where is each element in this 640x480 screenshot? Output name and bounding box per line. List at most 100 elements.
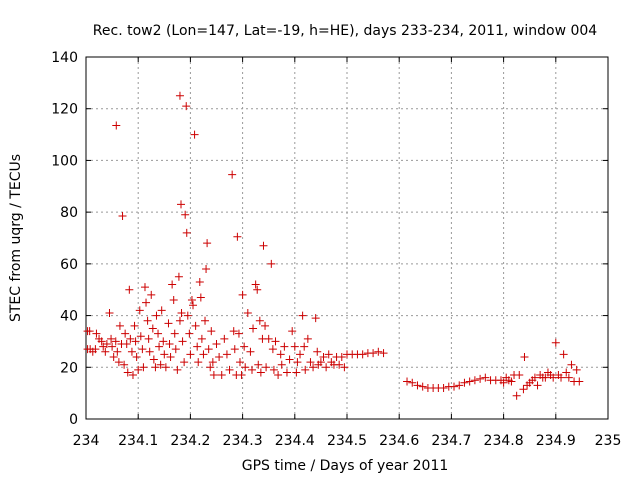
data-point [201, 316, 210, 325]
data-point [285, 355, 294, 364]
data-point [358, 350, 367, 359]
data-point [519, 385, 528, 394]
data-point [207, 327, 216, 336]
data-point [290, 342, 299, 351]
data-point [138, 345, 147, 354]
data-point [439, 383, 448, 392]
data-point [131, 337, 140, 346]
data-point [209, 371, 218, 380]
data-point [149, 355, 158, 364]
data-point [309, 363, 318, 372]
data-point [118, 212, 127, 221]
data-point [465, 377, 474, 386]
y-tick-label: 0 [69, 412, 78, 428]
data-point [530, 373, 539, 382]
data-point [335, 360, 344, 369]
data-point [139, 363, 148, 372]
data-point [135, 306, 144, 315]
x-tick-label: 234.9 [536, 433, 576, 449]
data-point [195, 277, 204, 286]
data-point [249, 324, 258, 333]
x-tick-label: 234.2 [170, 433, 210, 449]
data-point [161, 363, 170, 372]
data-point [113, 347, 122, 356]
data-point [85, 327, 94, 336]
data-point [247, 365, 256, 374]
data-point [171, 345, 180, 354]
data-point [204, 345, 213, 354]
data-point [130, 321, 139, 330]
data-point [199, 350, 208, 359]
data-point [178, 337, 187, 346]
data-point [134, 365, 143, 374]
data-point [112, 121, 121, 130]
data-point [222, 350, 231, 359]
data-point [300, 342, 309, 351]
data-point [175, 316, 184, 325]
y-axis-label: STEC from uqrg / TECUs [8, 154, 24, 322]
data-point [557, 373, 566, 382]
data-point [259, 241, 268, 250]
data-point [379, 349, 388, 358]
data-point [168, 280, 177, 289]
data-point [374, 347, 383, 356]
data-point [170, 329, 179, 338]
x-tick-label: 234.8 [484, 433, 524, 449]
data-point [132, 352, 141, 361]
data-point [261, 321, 270, 330]
data-point [160, 350, 169, 359]
data-point [240, 342, 249, 351]
data-point [269, 365, 278, 374]
data-point [271, 337, 280, 346]
data-point [264, 334, 273, 343]
data-point [108, 342, 117, 351]
data-point [276, 350, 285, 359]
data-point [123, 368, 132, 377]
data-point [147, 290, 156, 299]
data-point [567, 360, 576, 369]
data-point [533, 381, 542, 390]
data-point [114, 358, 123, 367]
data-point [180, 358, 189, 367]
data-point [102, 340, 111, 349]
data-point [91, 345, 100, 354]
data-point [196, 293, 205, 302]
data-point [152, 311, 161, 320]
data-point [476, 374, 485, 383]
data-point [251, 280, 260, 289]
data-points [83, 91, 584, 400]
data-point [230, 345, 239, 354]
data-point [182, 102, 191, 111]
data-point [128, 371, 137, 380]
data-point [319, 352, 328, 361]
data-point [122, 340, 131, 349]
y-tick-label: 20 [60, 360, 78, 376]
data-point [217, 371, 226, 380]
data-point [175, 91, 184, 100]
data-point [369, 349, 378, 358]
data-point [306, 358, 315, 367]
data-point [145, 347, 154, 356]
data-point [408, 378, 417, 387]
data-point [296, 350, 305, 359]
data-point [174, 272, 183, 281]
data-point [324, 350, 333, 359]
y-tick-label: 140 [51, 50, 78, 66]
data-point [316, 358, 325, 367]
data-point [202, 265, 211, 274]
data-point [125, 285, 134, 294]
data-point [92, 329, 101, 338]
data-point [322, 363, 331, 372]
data-point [212, 340, 221, 349]
axis-ticks: 234 234.1 234.2 234.3 234.4 234.5 234.6 234.7 23… [51, 50, 621, 449]
data-point [181, 210, 190, 219]
data-point [267, 259, 276, 268]
data-point [185, 329, 194, 338]
x-tick-label: 234.4 [275, 433, 315, 449]
data-point [166, 352, 175, 361]
data-point [293, 358, 302, 367]
data-point [499, 378, 508, 387]
data-point [549, 373, 558, 382]
data-point [303, 334, 312, 343]
data-point [193, 342, 202, 351]
